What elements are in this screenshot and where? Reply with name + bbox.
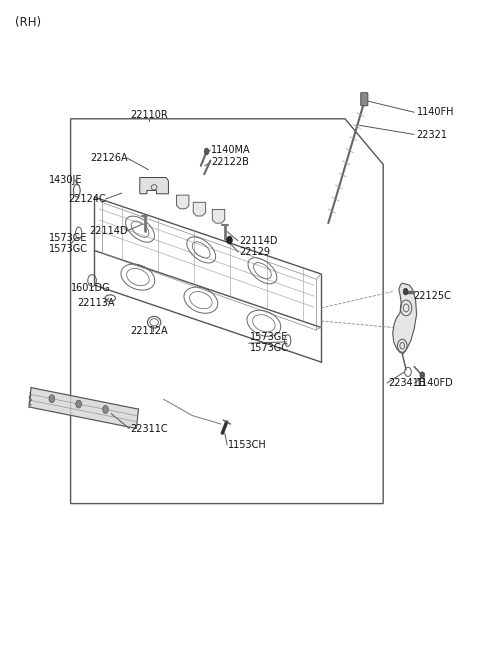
Text: 1140FH: 1140FH: [417, 107, 454, 117]
Text: 1601DG: 1601DG: [71, 284, 110, 293]
Circle shape: [227, 236, 232, 244]
Text: 22341B: 22341B: [388, 378, 426, 388]
Text: 1430JE: 1430JE: [49, 175, 83, 185]
Text: 1573GE: 1573GE: [49, 233, 87, 243]
Text: 22113A: 22113A: [78, 298, 115, 308]
Circle shape: [49, 395, 55, 403]
Text: 22112A: 22112A: [130, 326, 168, 336]
Polygon shape: [212, 210, 225, 223]
Text: 22122B: 22122B: [211, 157, 249, 168]
Text: 1140MA: 1140MA: [211, 145, 251, 155]
Circle shape: [420, 372, 425, 379]
Polygon shape: [393, 283, 417, 354]
Polygon shape: [177, 195, 189, 209]
Text: 22114D: 22114D: [239, 236, 277, 246]
Text: 1153CH: 1153CH: [228, 440, 267, 450]
Text: 22114D: 22114D: [89, 226, 128, 236]
Text: 22110R: 22110R: [131, 110, 168, 120]
FancyBboxPatch shape: [361, 93, 368, 105]
Circle shape: [403, 288, 408, 295]
Text: 1140FD: 1140FD: [416, 378, 454, 388]
Text: 1573GC: 1573GC: [49, 244, 88, 254]
Text: 22124C: 22124C: [69, 194, 107, 204]
Circle shape: [76, 400, 82, 408]
Polygon shape: [193, 202, 205, 216]
Text: 22125C: 22125C: [413, 291, 451, 301]
Text: 22311C: 22311C: [130, 424, 168, 434]
Text: 22126A: 22126A: [90, 153, 128, 163]
Polygon shape: [140, 178, 168, 194]
Polygon shape: [29, 388, 138, 428]
Circle shape: [103, 405, 108, 413]
Text: 1573GE: 1573GE: [250, 332, 288, 343]
Circle shape: [204, 148, 209, 155]
Text: 1573GC: 1573GC: [250, 343, 288, 353]
Text: (RH): (RH): [15, 16, 41, 29]
Text: 22321: 22321: [417, 130, 447, 140]
Text: 22129: 22129: [239, 247, 270, 257]
